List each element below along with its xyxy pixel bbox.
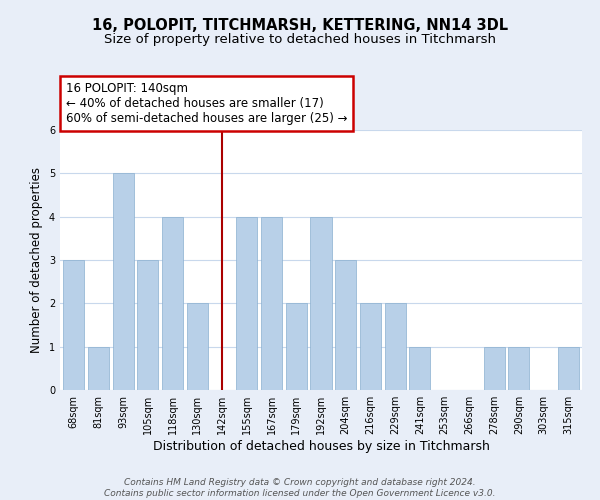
Bar	[508, 346, 529, 390]
Bar	[385, 304, 406, 390]
Bar	[310, 216, 332, 390]
Text: 16, POLOPIT, TITCHMARSH, KETTERING, NN14 3DL: 16, POLOPIT, TITCHMARSH, KETTERING, NN14…	[92, 18, 508, 32]
Bar	[484, 346, 505, 390]
Bar	[137, 260, 158, 390]
Text: Contains HM Land Registry data © Crown copyright and database right 2024.
Contai: Contains HM Land Registry data © Crown c…	[104, 478, 496, 498]
Bar	[261, 216, 282, 390]
X-axis label: Distribution of detached houses by size in Titchmarsh: Distribution of detached houses by size …	[152, 440, 490, 453]
Bar	[409, 346, 430, 390]
Bar	[558, 346, 579, 390]
Y-axis label: Number of detached properties: Number of detached properties	[31, 167, 43, 353]
Bar	[162, 216, 183, 390]
Bar	[113, 174, 134, 390]
Bar	[335, 260, 356, 390]
Bar	[286, 304, 307, 390]
Bar	[360, 304, 381, 390]
Bar	[187, 304, 208, 390]
Text: Size of property relative to detached houses in Titchmarsh: Size of property relative to detached ho…	[104, 32, 496, 46]
Bar	[88, 346, 109, 390]
Bar	[63, 260, 84, 390]
Text: 16 POLOPIT: 140sqm
← 40% of detached houses are smaller (17)
60% of semi-detache: 16 POLOPIT: 140sqm ← 40% of detached hou…	[66, 82, 347, 125]
Bar	[236, 216, 257, 390]
